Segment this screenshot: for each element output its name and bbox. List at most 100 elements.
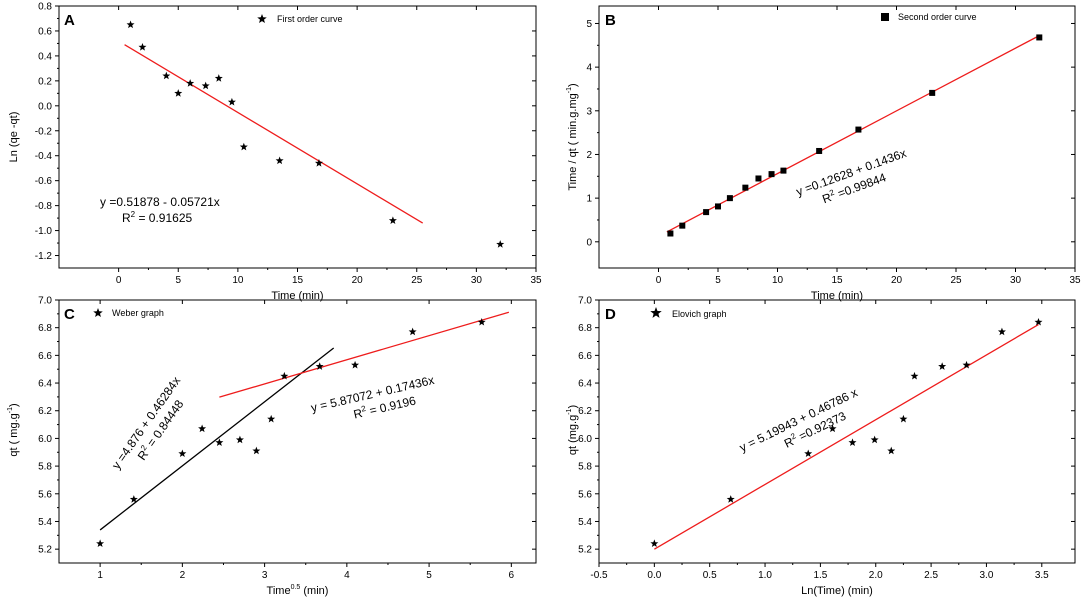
- y-tick-label: 6.0: [578, 434, 592, 445]
- x-tick-label: 15: [831, 275, 843, 286]
- x-tick-label: 10: [232, 275, 244, 286]
- y-tick-label: 6.6: [38, 351, 52, 362]
- plot-frame: [598, 299, 1076, 564]
- fit-line: [666, 35, 1040, 233]
- x-axis-title-sup: 0.5: [291, 584, 301, 591]
- x-tick-label: 5: [715, 275, 721, 286]
- y-axis: -1.2 -1.0 -0.8 -0.6 -0.4 -0.2 0.0 0.2 0.4 0.6 0.8: [35, 2, 536, 262]
- square-icon: [881, 13, 889, 21]
- x-tick-label: 0.5: [703, 570, 717, 581]
- y-axis-title-main: qt (mg.g: [567, 415, 579, 455]
- data-point: [742, 184, 749, 191]
- data-point: [997, 327, 1006, 336]
- x-axis-title: Time0.5 (min): [267, 584, 329, 597]
- data-point: [280, 371, 289, 380]
- legend: Weber graph: [93, 308, 164, 318]
- panel-c: 1 2 3 4 5 6 5.2 5.4 5.6 5.8 6.0 6.2 6.4 6.6 6.8 7.0 Time…: [7, 296, 537, 597]
- x-tick-label: 10: [772, 275, 784, 286]
- x-axis: -0.5 0.0 0.5 1.0 1.5 2.0 2.5 3.0 3.5: [590, 300, 1049, 581]
- y-axis-title-sup: -1: [566, 87, 573, 93]
- data-point: [804, 449, 813, 458]
- star-icon: [93, 308, 103, 318]
- data-point: [715, 203, 721, 210]
- panel-letter: B: [605, 12, 616, 29]
- fit-equation-text: y =0.51878 - 0.05721x: [100, 195, 220, 209]
- r2-sup: 2: [131, 210, 136, 219]
- x-tick-label: 30: [471, 275, 483, 286]
- legend: Elovich graph: [650, 307, 727, 319]
- fit-line: [654, 323, 1039, 550]
- y-tick-label: -0.4: [35, 151, 53, 162]
- data-point: [227, 97, 236, 106]
- data-point: [679, 222, 686, 229]
- x-axis-title-end: (min): [300, 585, 328, 597]
- data-point: [477, 317, 486, 326]
- data-point: [855, 126, 862, 133]
- y-axis-title: Time / qt ( min.g.mg-1): [566, 83, 579, 190]
- y-tick-label: 6.2: [38, 406, 52, 417]
- y-tick-label: 5.8: [38, 462, 52, 473]
- y-tick-label: 5.8: [578, 462, 592, 473]
- x-tick-label: 25: [411, 275, 423, 286]
- plot-frame: [598, 5, 1076, 269]
- data-point: [755, 175, 762, 182]
- fit-line: [124, 44, 424, 224]
- x-tick-label: 35: [530, 275, 542, 286]
- data-point: [848, 438, 857, 446]
- data-point: [726, 195, 733, 202]
- data-point: [252, 446, 261, 455]
- data-point: [780, 167, 787, 174]
- r2-label: R: [352, 406, 364, 422]
- x-tick-label: 30: [1010, 275, 1022, 286]
- plot-frame: [58, 299, 537, 564]
- data-point: [174, 89, 183, 97]
- data-point: [703, 209, 710, 216]
- x-tick-label: 25: [950, 275, 962, 286]
- x-axis-title: Time (min): [811, 290, 863, 302]
- r2-sup: 2: [789, 431, 797, 441]
- y-tick-label: -1.2: [35, 251, 53, 262]
- data-point: [129, 495, 138, 503]
- y-axis-title-end: ): [567, 405, 579, 409]
- y-axis-title-sup: -1: [7, 407, 14, 413]
- data-point: [828, 424, 837, 433]
- data-point: [178, 449, 187, 458]
- data-point: [887, 446, 896, 455]
- x-tick-label: 20: [352, 275, 364, 286]
- y-tick-label: -0.2: [35, 126, 53, 137]
- legend-label: Elovich graph: [672, 309, 727, 319]
- r2-sup: 2: [828, 188, 836, 198]
- data-point: [201, 81, 210, 90]
- x-tick-label: 3.0: [979, 570, 993, 581]
- y-axis-title-main: Ln (qe -qt): [8, 112, 20, 163]
- x-tick-label: 1.0: [758, 570, 772, 581]
- data-points: [126, 20, 505, 248]
- x-axis-title-main: Time: [267, 585, 291, 597]
- panel-d: -0.5 0.0 0.5 1.0 1.5 2.0 2.5 3.0 3.5 5.2 5.4 5.6 5.8…: [566, 296, 1076, 597]
- data-point: [1036, 34, 1043, 41]
- x-tick-label: 20: [891, 275, 903, 286]
- y-tick-label: 5.4: [578, 517, 592, 528]
- y-tick-label: 3: [586, 106, 592, 117]
- y-axis-title-sup: -1: [566, 408, 573, 414]
- fit-equation: y = 5.19943 + 0.46786 xR2 =0.92373: [737, 385, 859, 454]
- data-point: [351, 360, 360, 369]
- data-point: [899, 414, 908, 423]
- star-icon: [650, 307, 662, 318]
- x-tick-label: 4: [344, 570, 350, 581]
- x-tick-label: 2.0: [869, 570, 883, 581]
- panel-b: 0 5 10 15 20 25 30 35 0 1 2 3 4 5 Time (min) Time / qt …: [566, 5, 1081, 302]
- x-axis: 0 5 10 15 20 25 30 35: [116, 6, 542, 286]
- data-point: [1034, 317, 1043, 326]
- x-tick-label: 0.0: [647, 570, 661, 581]
- x-tick-label: 3.5: [1035, 570, 1049, 581]
- legend-label: Second order curve: [898, 12, 977, 22]
- data-point: [496, 240, 505, 248]
- x-axis-title-main: Time (min): [811, 290, 863, 302]
- x-axis-title-main: Ln(Time) (min): [801, 585, 873, 597]
- fit-line: [99, 347, 335, 531]
- data-point: [267, 414, 276, 423]
